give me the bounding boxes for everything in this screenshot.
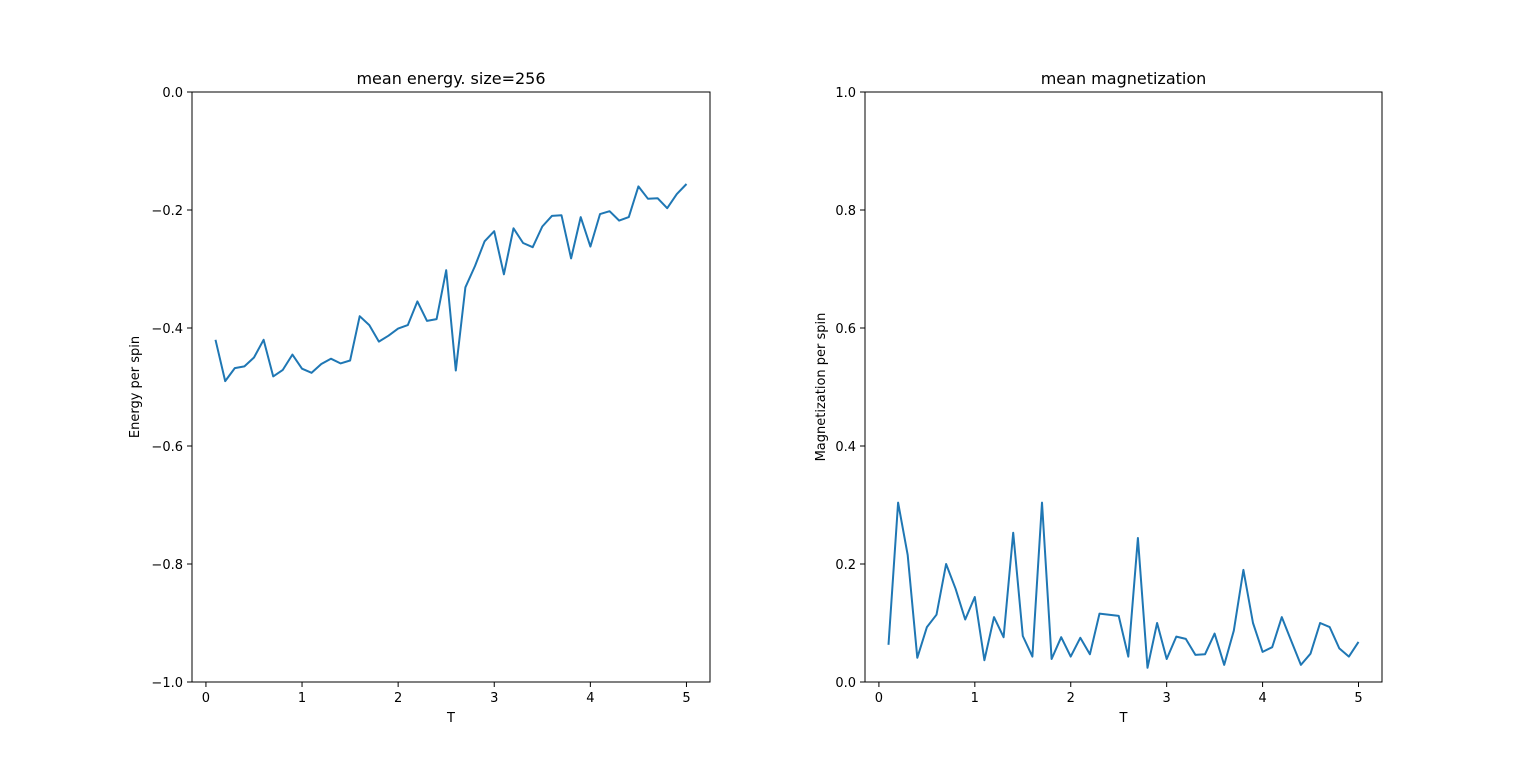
y-tick-label: 0.0 <box>835 676 856 691</box>
magnetization-series-line <box>887 501 1360 669</box>
magnetization-chart-xlabel: T <box>1119 711 1128 726</box>
x-tick-label: 3 <box>490 691 498 706</box>
x-tick-label: 4 <box>1258 691 1266 706</box>
y-tick-label: 0.4 <box>835 440 856 455</box>
magnetization-chart-ticks: 0 1 2 3 4 5 0.0 0.2 0.4 0.6 0.8 1.0 <box>835 86 1362 706</box>
y-tick-label: −0.4 <box>151 322 183 337</box>
y-tick-label: −0.2 <box>151 204 183 219</box>
energy-chart-title: mean energy. size=256 <box>356 69 545 88</box>
energy-chart-frame <box>191 91 711 683</box>
y-tick-label: −0.8 <box>151 558 183 573</box>
x-tick-label: 4 <box>586 691 594 706</box>
y-tick-label: 1.0 <box>835 86 856 101</box>
x-tick-label: 5 <box>1354 691 1362 706</box>
x-tick-label: 2 <box>394 691 402 706</box>
x-tick-label: 5 <box>682 691 690 706</box>
x-tick-label: 0 <box>202 691 210 706</box>
x-tick-label: 1 <box>971 691 979 706</box>
energy-chart-ticks: 0 1 2 3 4 5 −1.0 −0.8 −0.6 −0.4 −0.2 0.0 <box>151 86 690 706</box>
magnetization-chart: mean magnetization 0 1 2 3 4 5 0.0 0.2 0.4 0.6 0.8… <box>814 69 1383 726</box>
y-tick-label: 0.0 <box>162 86 183 101</box>
energy-chart-ylabel: Energy per spin <box>128 336 143 438</box>
x-tick-label: 2 <box>1067 691 1075 706</box>
y-tick-label: 0.2 <box>835 558 856 573</box>
energy-chart: mean energy. size=256 0 1 2 3 4 5 −1.0 −0.8 −0.6… <box>128 69 711 726</box>
magnetization-chart-ylabel: Magnetization per spin <box>814 313 829 462</box>
x-tick-label: 0 <box>875 691 883 706</box>
y-tick-label: −0.6 <box>151 440 183 455</box>
magnetization-chart-frame <box>864 91 1383 683</box>
energy-chart-xlabel: T <box>446 711 455 726</box>
x-tick-label: 3 <box>1163 691 1171 706</box>
y-tick-label: 0.6 <box>835 322 856 337</box>
magnetization-chart-title: mean magnetization <box>1041 69 1207 88</box>
y-tick-label: 0.8 <box>835 204 856 219</box>
energy-series-line <box>214 183 688 383</box>
y-tick-label: −1.0 <box>151 676 183 691</box>
x-tick-label: 1 <box>298 691 306 706</box>
